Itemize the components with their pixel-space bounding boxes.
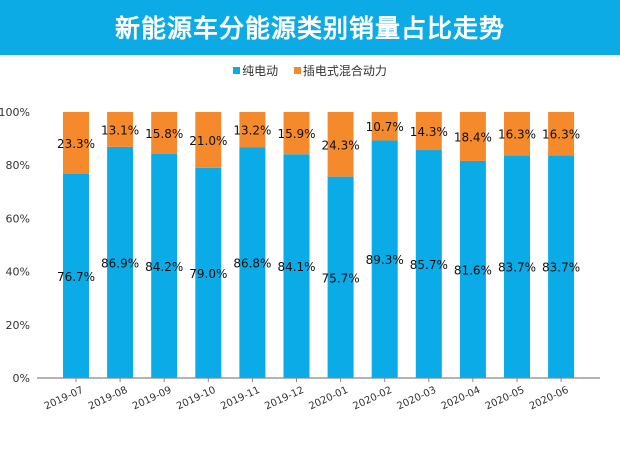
x-tick-label: 2019-12 xyxy=(263,385,306,413)
bar-segment-bev xyxy=(415,150,442,378)
x-tick-label: 2020-05 xyxy=(484,385,527,413)
data-label: 83.7% xyxy=(542,261,580,275)
bar-segment-bev xyxy=(459,160,486,378)
chart-title: 新能源车分能源类别销量占比走势 xyxy=(0,0,620,55)
data-label: 13.1% xyxy=(101,123,139,137)
bar-segment-bev xyxy=(327,176,354,378)
bar-segment-phev xyxy=(548,112,575,156)
data-label: 85.7% xyxy=(410,258,448,272)
x-tick-label: 2020-01 xyxy=(307,385,350,413)
data-label: 84.2% xyxy=(145,260,183,274)
bar-segment-bev xyxy=(195,167,222,378)
data-label: 89.3% xyxy=(366,253,404,267)
bar-segment-bev xyxy=(63,173,89,378)
data-label: 15.9% xyxy=(277,127,315,141)
y-tick-label: 80% xyxy=(6,159,30,172)
data-label: 76.7% xyxy=(57,270,95,284)
bar-segment-phev xyxy=(283,112,310,155)
data-label: 86.9% xyxy=(101,256,139,270)
data-label: 75.7% xyxy=(322,271,360,285)
bar-segment-phev xyxy=(415,112,442,151)
bar-segment-bev xyxy=(283,154,310,378)
legend-label-bev: 纯电动 xyxy=(242,64,279,78)
y-tick-label: 40% xyxy=(6,266,30,279)
legend-item-bev: 纯电动 xyxy=(233,62,278,79)
x-tick-label: 2019-10 xyxy=(175,385,218,413)
data-label: 79.0% xyxy=(189,267,227,281)
legend-item-phev: 插电式混合动力 xyxy=(293,62,387,79)
data-label: 10.7% xyxy=(366,120,404,134)
legend-swatch-phev xyxy=(293,67,301,74)
y-tick-label: 0% xyxy=(13,372,30,385)
y-tick-label: 100% xyxy=(0,106,30,119)
data-label: 24.3% xyxy=(322,138,360,152)
data-label: 16.3% xyxy=(498,128,536,142)
data-label: 18.4% xyxy=(454,130,492,144)
data-label: 16.3% xyxy=(542,128,580,142)
y-tick-label: 60% xyxy=(6,212,30,225)
bar-segment-phev xyxy=(239,112,266,148)
legend: 纯电动 插电式混合动力 xyxy=(0,62,620,79)
x-tick-label: 2019-09 xyxy=(131,385,174,413)
data-label: 81.6% xyxy=(454,263,492,277)
bar-segment-phev xyxy=(504,112,530,156)
bar-segment-phev xyxy=(195,112,222,168)
x-tick-label: 2020-06 xyxy=(528,385,571,413)
bar-segment-phev xyxy=(371,112,398,141)
x-tick-label: 2019-11 xyxy=(219,385,262,413)
legend-swatch-bev xyxy=(233,67,241,74)
bar-segment-bev xyxy=(548,155,575,378)
data-label: 14.3% xyxy=(410,125,448,139)
data-label: 13.2% xyxy=(233,124,271,138)
x-tick-label: 2020-02 xyxy=(351,385,394,413)
bar-segment-phev xyxy=(327,112,354,177)
x-tick-label: 2020-04 xyxy=(440,385,483,413)
bar-segment-bev xyxy=(504,155,530,378)
data-label: 84.1% xyxy=(277,260,315,274)
bar-segment-phev xyxy=(459,112,486,161)
bar-segment-bev xyxy=(107,146,134,378)
data-label: 15.8% xyxy=(145,127,183,141)
x-tick-label: 2019-07 xyxy=(43,385,86,413)
bar-segment-phev xyxy=(63,112,89,174)
data-label: 21.0% xyxy=(189,134,227,148)
data-label: 83.7% xyxy=(498,261,536,275)
x-tick-label: 2019-08 xyxy=(87,385,130,413)
x-tick-label: 2020-03 xyxy=(396,385,439,413)
bar-segment-phev xyxy=(107,112,134,147)
bar-segment-phev xyxy=(151,112,178,155)
data-label: 86.8% xyxy=(233,257,271,271)
bar-segment-bev xyxy=(371,140,398,378)
bar-segment-bev xyxy=(239,147,266,378)
data-label: 23.3% xyxy=(57,137,95,151)
legend-label-phev: 插电式混合动力 xyxy=(302,64,387,78)
bar-segment-bev xyxy=(151,154,178,378)
y-tick-label: 20% xyxy=(6,319,30,332)
